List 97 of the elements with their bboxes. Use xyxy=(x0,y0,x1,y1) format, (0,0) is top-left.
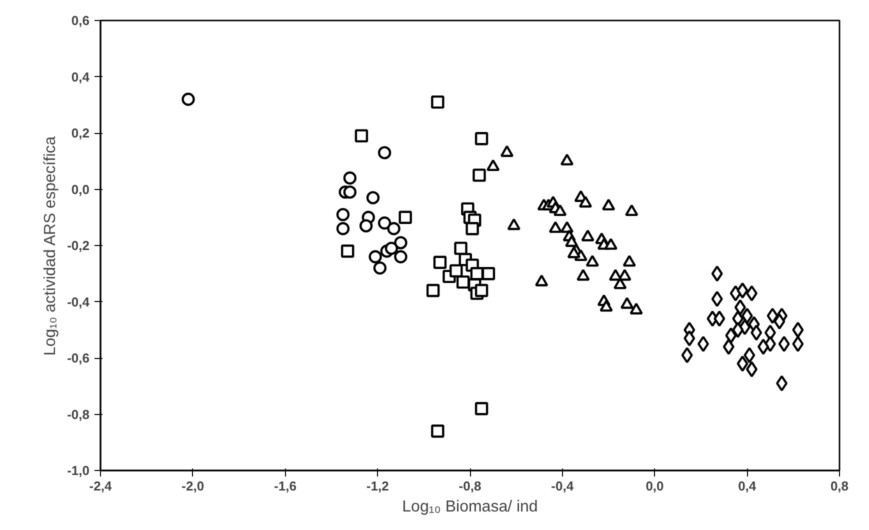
point xyxy=(341,244,354,258)
point xyxy=(620,297,634,309)
point xyxy=(766,308,778,324)
point xyxy=(472,168,486,182)
point xyxy=(622,254,636,267)
point xyxy=(714,310,726,327)
point xyxy=(433,256,447,269)
point xyxy=(736,356,748,372)
point xyxy=(394,250,408,264)
point xyxy=(792,336,804,352)
point xyxy=(359,219,373,232)
point xyxy=(560,154,574,166)
point xyxy=(732,322,744,338)
x-tick-label: 0,8 xyxy=(830,478,849,494)
point xyxy=(394,236,408,250)
y-tick-label: 0,2 xyxy=(71,126,90,140)
x-tick-label: -1,6 xyxy=(274,478,296,494)
point xyxy=(456,275,470,289)
point xyxy=(454,242,468,255)
point xyxy=(684,330,696,346)
x-tick-label: -2,0 xyxy=(182,478,204,494)
x-tick-label: 0,4 xyxy=(738,478,757,494)
point xyxy=(681,347,693,364)
point xyxy=(553,204,567,216)
y-tick-label: -0,8 xyxy=(67,406,90,422)
point xyxy=(343,171,357,185)
point xyxy=(565,235,578,247)
point xyxy=(625,204,638,216)
point xyxy=(614,277,627,290)
point xyxy=(746,285,758,302)
point xyxy=(474,132,488,146)
point xyxy=(486,159,500,172)
y-tick-label: 0,4 xyxy=(71,69,90,84)
point xyxy=(744,347,756,364)
point xyxy=(774,313,786,330)
point xyxy=(725,327,737,344)
point xyxy=(431,95,444,109)
point xyxy=(576,268,590,281)
point xyxy=(450,264,463,278)
point xyxy=(384,242,398,255)
x-tick-label: -1,2 xyxy=(366,478,389,494)
point xyxy=(608,268,622,281)
point xyxy=(500,145,514,157)
x-tick-label: 0,0 xyxy=(646,478,664,494)
point xyxy=(697,336,710,352)
y-tick-label: -1,0 xyxy=(67,463,90,478)
y-tick-label: 0,0 xyxy=(71,182,90,197)
point xyxy=(474,402,488,416)
point xyxy=(578,196,592,208)
point xyxy=(734,299,746,316)
x-tick-label: -2,4 xyxy=(89,478,112,494)
x-axis-title: Log₁₀ Biomasa/ ind xyxy=(402,498,538,516)
point xyxy=(750,324,762,341)
point xyxy=(604,238,618,250)
point xyxy=(507,218,520,230)
point xyxy=(792,322,804,338)
point xyxy=(776,375,788,392)
point xyxy=(581,230,594,242)
x-tick-label: -0,8 xyxy=(458,478,482,494)
point xyxy=(630,302,643,314)
point xyxy=(567,246,581,258)
point xyxy=(778,336,790,352)
point xyxy=(378,216,392,230)
point xyxy=(373,261,387,275)
y-axis-title: Log₁₀ actividad ARS específica xyxy=(42,136,60,356)
point xyxy=(378,146,392,160)
point xyxy=(354,129,368,142)
y-tick-label: 0,6 xyxy=(71,13,90,28)
point xyxy=(366,191,380,204)
point xyxy=(600,300,613,312)
point xyxy=(711,266,723,282)
point xyxy=(722,338,734,355)
point xyxy=(182,92,195,106)
point xyxy=(534,274,548,286)
point xyxy=(398,210,412,224)
y-tick-label: -0,4 xyxy=(67,294,90,310)
point xyxy=(746,361,758,378)
point xyxy=(758,338,770,355)
point xyxy=(336,222,350,236)
point xyxy=(482,267,496,280)
point xyxy=(586,254,599,267)
point xyxy=(368,250,382,264)
point xyxy=(431,424,444,438)
point xyxy=(711,290,723,308)
y-tick-label: -0,6 xyxy=(67,350,90,366)
point xyxy=(736,282,748,299)
point xyxy=(548,221,562,233)
point xyxy=(474,284,488,298)
point xyxy=(343,185,357,199)
point xyxy=(602,198,616,210)
y-tick-label: -0,2 xyxy=(67,238,90,253)
point xyxy=(741,308,753,324)
point xyxy=(466,222,479,236)
point xyxy=(387,222,400,236)
point xyxy=(336,208,350,222)
point xyxy=(426,284,440,298)
x-tick-label: -0,4 xyxy=(551,478,574,494)
